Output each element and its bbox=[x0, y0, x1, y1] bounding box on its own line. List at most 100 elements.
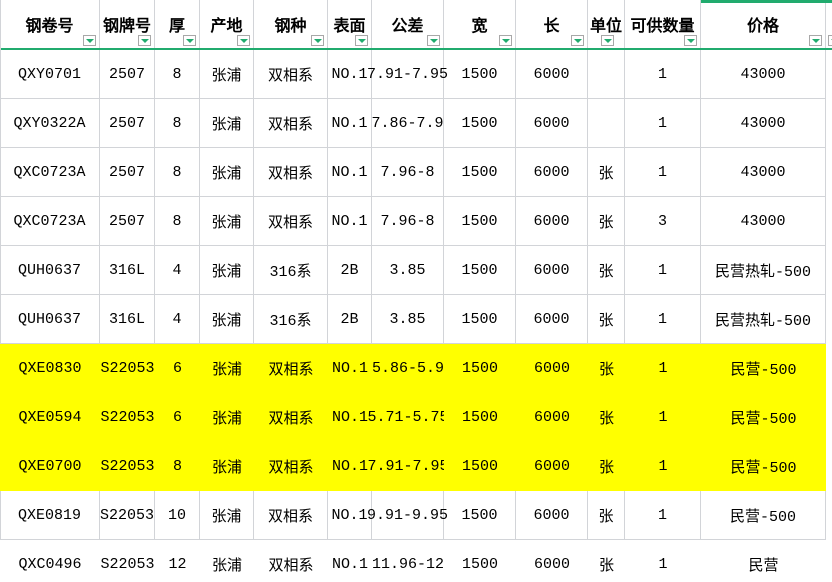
column-header-steel_type[interactable]: 钢种 bbox=[254, 0, 328, 48]
cell-unit[interactable] bbox=[588, 99, 625, 148]
filter-dropdown-origin[interactable] bbox=[237, 35, 250, 46]
cell-price[interactable]: 43000 bbox=[701, 148, 826, 197]
cell-tolerance[interactable]: 11.96-12 bbox=[372, 556, 445, 573]
cell-surface[interactable]: NO.1 bbox=[328, 50, 372, 99]
column-header-qty[interactable]: 可供数量 bbox=[625, 0, 701, 48]
cell-grade_no[interactable]: S22053 bbox=[100, 556, 155, 573]
cell-qty[interactable]: 1 bbox=[625, 491, 701, 540]
cell-unit[interactable]: 张 bbox=[588, 295, 625, 344]
cell-width[interactable]: 1500 bbox=[444, 491, 516, 540]
cell-width[interactable]: 1500 bbox=[461, 556, 498, 573]
filter-dropdown-tolerance[interactable] bbox=[427, 35, 440, 46]
cell-qty[interactable]: 1 bbox=[625, 246, 701, 295]
cell-width[interactable]: 1500 bbox=[444, 295, 516, 344]
cell-price[interactable]: 民营 bbox=[748, 558, 779, 575]
cell-qty[interactable]: 1 bbox=[625, 393, 701, 442]
filter-dropdown-surface[interactable] bbox=[355, 35, 368, 46]
cell-qty[interactable]: 1 bbox=[625, 344, 701, 393]
cell-unit[interactable]: 张 bbox=[588, 393, 625, 442]
cell-tolerance[interactable]: 7.96-8 bbox=[372, 197, 444, 246]
cell-length[interactable]: 6000 bbox=[533, 556, 570, 573]
cell-surface[interactable]: NO.1 bbox=[328, 491, 372, 540]
cell-thickness[interactable]: 8 bbox=[155, 99, 200, 148]
cell-qty[interactable]: 1 bbox=[658, 556, 668, 573]
column-header-coil_no[interactable]: 钢卷号 bbox=[0, 0, 100, 48]
cell-unit[interactable]: 张 bbox=[588, 442, 625, 491]
cell-steel_type[interactable]: 双相系 bbox=[268, 558, 314, 575]
cell-length[interactable]: 6000 bbox=[516, 393, 588, 442]
cell-length[interactable]: 6000 bbox=[516, 99, 588, 148]
cell-surface[interactable]: NO.1 bbox=[328, 99, 372, 148]
cell-thickness[interactable]: 12 bbox=[168, 556, 187, 573]
cell-steel_type[interactable]: 双相系 bbox=[254, 50, 328, 99]
cell-coil_no[interactable]: QXC0723A bbox=[0, 197, 100, 246]
cell-surface[interactable]: NO.1 bbox=[328, 442, 372, 491]
cell-tolerance[interactable]: 3.85 bbox=[372, 295, 444, 344]
filter-dropdown-steel_type[interactable] bbox=[311, 35, 324, 46]
cell-steel_type[interactable]: 316系 bbox=[254, 246, 328, 295]
filter-dropdown-grade_no[interactable] bbox=[138, 35, 151, 46]
cell-coil_no[interactable]: QXE0819 bbox=[0, 491, 100, 540]
cell-tolerance[interactable]: 7.96-8 bbox=[372, 148, 444, 197]
cell-origin[interactable]: 张浦 bbox=[200, 197, 254, 246]
cell-length[interactable]: 6000 bbox=[516, 197, 588, 246]
cell-length[interactable]: 6000 bbox=[516, 295, 588, 344]
cell-length[interactable]: 6000 bbox=[516, 50, 588, 99]
cell-surface[interactable]: NO.1 bbox=[328, 148, 372, 197]
filter-dropdown-coil_no[interactable] bbox=[83, 35, 96, 46]
cell-origin[interactable]: 张浦 bbox=[200, 148, 254, 197]
cell-thickness[interactable]: 10 bbox=[155, 491, 200, 540]
cell-width[interactable]: 1500 bbox=[444, 148, 516, 197]
cell-origin[interactable]: 张浦 bbox=[200, 491, 254, 540]
cell-coil_no[interactable]: QXC0723A bbox=[0, 148, 100, 197]
cell-grade_no[interactable]: S22053 bbox=[100, 491, 155, 540]
cell-unit[interactable] bbox=[588, 50, 625, 99]
cell-thickness[interactable]: 6 bbox=[155, 393, 200, 442]
column-header-width[interactable]: 宽 bbox=[444, 0, 516, 48]
cell-qty[interactable]: 3 bbox=[625, 197, 701, 246]
cell-steel_type[interactable]: 双相系 bbox=[254, 442, 328, 491]
column-header-tolerance[interactable]: 公差 bbox=[372, 0, 444, 48]
cell-price[interactable]: 43000 bbox=[701, 50, 826, 99]
cell-coil_no[interactable]: QXE0594 bbox=[0, 393, 100, 442]
cell-surface[interactable]: NO.1 bbox=[328, 344, 372, 393]
cell-qty[interactable]: 1 bbox=[625, 295, 701, 344]
cell-thickness[interactable]: 8 bbox=[155, 50, 200, 99]
cell-coil_no[interactable]: QXY0322A bbox=[0, 99, 100, 148]
filter-dropdown-thickness[interactable] bbox=[183, 35, 196, 46]
filter-dropdown-partial[interactable] bbox=[828, 35, 832, 46]
cell-tolerance[interactable]: 5.86-5.9 bbox=[372, 344, 444, 393]
column-header-price[interactable]: 价格 bbox=[701, 0, 826, 48]
column-header-grade_no[interactable]: 钢牌号 bbox=[100, 0, 155, 48]
cell-grade_no[interactable]: 2507 bbox=[100, 50, 155, 99]
cell-length[interactable]: 6000 bbox=[516, 148, 588, 197]
cell-tolerance[interactable]: 7.91-7.95 bbox=[368, 442, 449, 491]
cell-steel_type[interactable]: 双相系 bbox=[254, 99, 328, 148]
filter-dropdown-price[interactable] bbox=[809, 35, 822, 46]
cell-surface[interactable]: NO.1 bbox=[328, 393, 372, 442]
cell-origin[interactable]: 张浦 bbox=[200, 442, 254, 491]
filter-dropdown-qty[interactable] bbox=[684, 35, 697, 46]
cell-origin[interactable]: 张浦 bbox=[200, 246, 254, 295]
cell-tolerance[interactable]: 3.85 bbox=[372, 246, 444, 295]
cell-unit[interactable]: 张 bbox=[588, 148, 625, 197]
cell-price[interactable]: 民营-500 bbox=[701, 344, 826, 393]
cell-coil_no[interactable]: QXC0496 bbox=[18, 556, 82, 573]
column-header-thickness[interactable]: 厚 bbox=[155, 0, 200, 48]
cell-origin[interactable]: 张浦 bbox=[200, 393, 254, 442]
cell-steel_type[interactable]: 双相系 bbox=[254, 393, 328, 442]
cell-qty[interactable]: 1 bbox=[625, 148, 701, 197]
cell-unit[interactable]: 张 bbox=[588, 197, 625, 246]
cell-unit[interactable]: 张 bbox=[588, 344, 625, 393]
cell-qty[interactable]: 1 bbox=[625, 99, 701, 148]
filter-dropdown-width[interactable] bbox=[499, 35, 512, 46]
column-header-length[interactable]: 长 bbox=[516, 0, 588, 48]
cell-grade_no[interactable]: S22053 bbox=[100, 393, 155, 442]
cell-price[interactable]: 民营-500 bbox=[701, 442, 826, 491]
cell-thickness[interactable]: 8 bbox=[155, 148, 200, 197]
cell-surface[interactable]: 2B bbox=[328, 295, 372, 344]
cell-surface[interactable]: NO.1 bbox=[328, 197, 372, 246]
cell-surface[interactable]: NO.1 bbox=[331, 556, 368, 573]
cell-grade_no[interactable]: 316L bbox=[100, 246, 155, 295]
cell-thickness[interactable]: 8 bbox=[155, 442, 200, 491]
